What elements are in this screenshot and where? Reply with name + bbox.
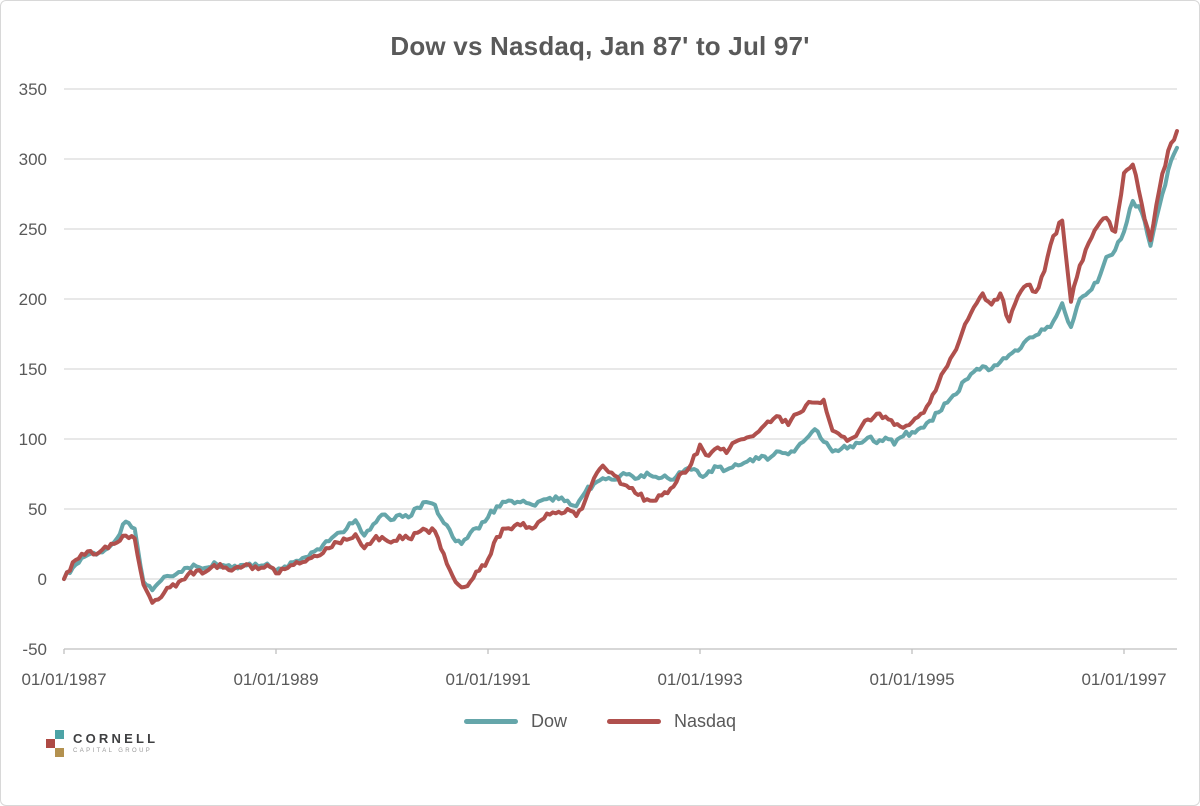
legend-label-dow: Dow (530, 711, 567, 731)
logo-squares-icon (45, 728, 65, 758)
chart-legend: Dow Nasdaq (1, 711, 1199, 732)
y-tick-label: 150 (19, 360, 47, 379)
nasdaq-series-line (62, 129, 1179, 605)
x-tick-label: 01/01/1997 (1081, 670, 1166, 689)
y-tick-label: 50 (28, 500, 47, 519)
legend-item-dow: Dow (463, 711, 567, 732)
y-axis-labels: 350 300 250 200 150 100 50 0 -50 (19, 80, 47, 659)
logo-subtitle: CAPITAL GROUP (73, 748, 153, 754)
gridlines (64, 88, 1177, 650)
y-tick-label: 0 (38, 570, 47, 589)
cornell-capital-group-logo: CORNELL CAPITAL GROUP (45, 728, 158, 758)
x-tick-label: 01/01/1987 (21, 670, 106, 689)
x-axis-labels: 01/01/1987 01/01/1989 01/01/1991 01/01/1993… (21, 649, 1167, 689)
x-tick-label: 01/01/1991 (445, 670, 530, 689)
logo-teal-square (55, 730, 64, 739)
y-tick-label: 250 (19, 220, 47, 239)
logo-gold-square (55, 748, 64, 757)
legend-item-nasdaq: Nasdaq (606, 711, 737, 732)
chart-title: Dow vs Nasdaq, Jan 87' to Jul 97' (390, 31, 810, 61)
logo-red-square (46, 739, 55, 748)
x-tick-label: 01/01/1993 (657, 670, 742, 689)
logo-name: CORNELL (73, 731, 159, 746)
legend-label-nasdaq: Nasdaq (673, 711, 737, 731)
y-tick-label: 350 (19, 80, 47, 99)
x-tick-label: 01/01/1995 (869, 670, 954, 689)
y-tick-label: -50 (22, 640, 47, 659)
y-tick-label: 100 (19, 430, 47, 449)
dow-line-swatch (463, 719, 518, 724)
x-tick-label: 01/01/1989 (233, 670, 318, 689)
nasdaq-line-swatch (606, 719, 661, 724)
y-tick-label: 200 (19, 290, 47, 309)
y-tick-label: 300 (19, 150, 47, 169)
logo-text: CORNELL CAPITAL GROUP (73, 731, 159, 755)
